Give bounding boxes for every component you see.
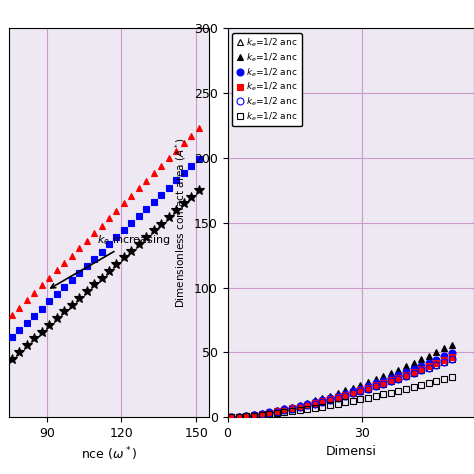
X-axis label: nce ($\omega^*$): nce ($\omega^*$) <box>81 446 137 463</box>
Legend: $k_e$=1/2 anc, $k_e$=1/2 anc, $k_e$=1/2 anc, $k_e$=1/2 anc, $k_e$=1/2 anc, $k_e$: $k_e$=1/2 anc, $k_e$=1/2 anc, $k_e$=1/2 … <box>232 33 301 127</box>
Text: $k_e$ increasing: $k_e$ increasing <box>51 233 170 288</box>
Y-axis label: Dimensionless contact area ($A^*$): Dimensionless contact area ($A^*$) <box>173 137 188 308</box>
X-axis label: Dimensi: Dimensi <box>325 446 376 458</box>
